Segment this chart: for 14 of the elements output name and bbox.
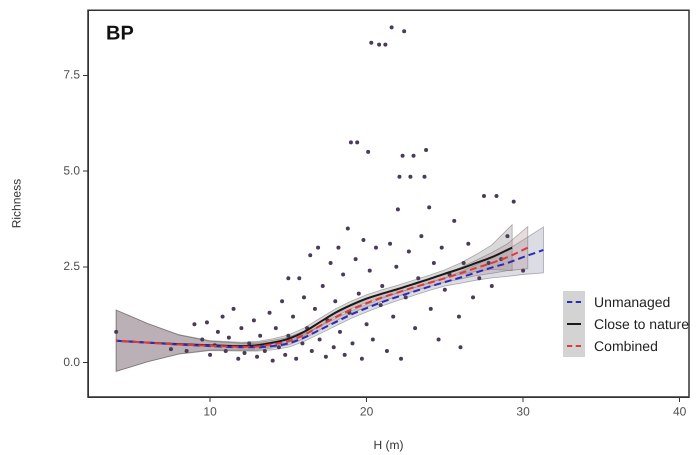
x-tick-label: 40 <box>672 404 687 419</box>
x-tick-label: 10 <box>203 404 218 419</box>
y-tick-label: 2.5 <box>63 259 80 274</box>
y-tick-label: 0.0 <box>63 354 80 369</box>
y-tick-label: 5.0 <box>63 163 80 178</box>
x-tick-label: 30 <box>516 404 530 419</box>
y-axis-title: Richness <box>10 178 24 228</box>
text: BP <box>106 22 134 45</box>
legend-label: Close to nature <box>594 315 689 334</box>
x-tick-label: 20 <box>360 404 374 419</box>
y-tick-label: 7.5 <box>63 68 80 82</box>
legend-label: Combined <box>594 337 658 356</box>
x-axis-title: H (m) <box>374 438 404 452</box>
legend-label: Unmanaged <box>594 293 670 312</box>
